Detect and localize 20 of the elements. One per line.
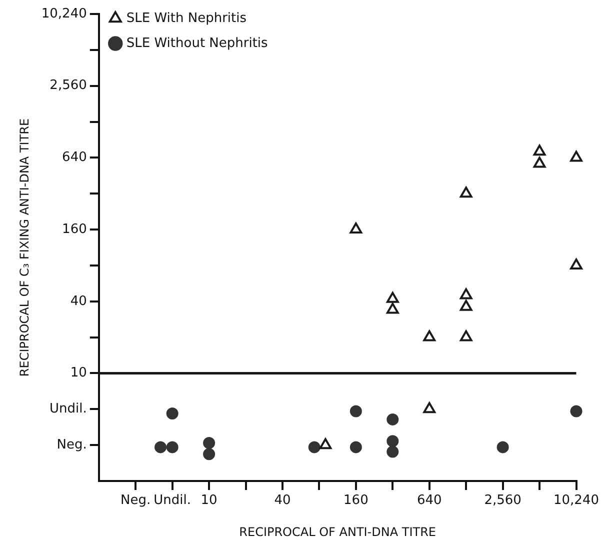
x-tick-label: 10	[200, 493, 218, 508]
x-tick-label: 40	[274, 493, 291, 508]
y-tick-label: 160	[62, 222, 87, 237]
x-tick-label: 10,240	[554, 493, 600, 508]
x-tick-label: 2,560	[484, 493, 522, 508]
x-tick-label: 160	[344, 493, 368, 508]
legend-label: SLE Without Nephritis	[126, 36, 268, 51]
y-tick-label: Undil.	[50, 402, 87, 417]
y-tick-label: 40	[70, 294, 87, 309]
x-axis-title: RECIPROCAL OF ANTI-DNA TITRE	[239, 524, 436, 539]
y-tick-label: 10,240	[41, 6, 87, 22]
legend-label: SLE With Nephritis	[126, 10, 247, 26]
y-tick-label: 10	[70, 366, 87, 381]
y-tick-label: Neg.	[56, 437, 87, 452]
y-tick-label: 640	[62, 150, 87, 166]
y-axis-title: RECIPROCAL OF C₃ FIXING ANTI-DNA TITRE	[17, 118, 32, 377]
y-tick-label: 2,560	[50, 78, 87, 94]
x-tick-label: Neg.	[120, 493, 151, 508]
x-tick-label: Undil.	[154, 493, 192, 508]
x-tick-label: 640	[416, 493, 442, 508]
